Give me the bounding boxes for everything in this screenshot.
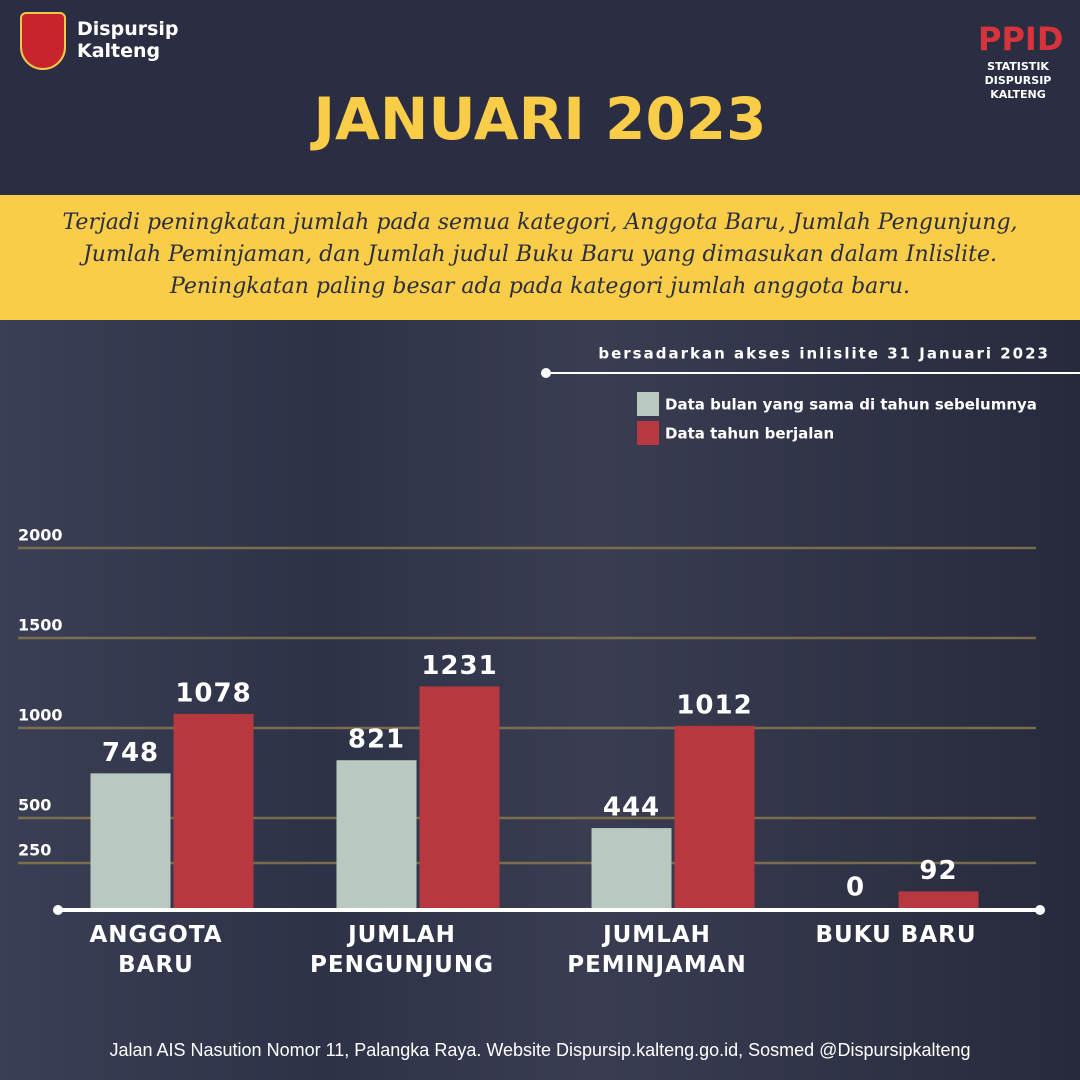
value-label: 1078 [175, 678, 251, 708]
bar [674, 725, 755, 908]
x-tick-label: JUMLAH PEMINJAMAN [567, 922, 747, 978]
bar [898, 891, 979, 908]
badge-subtitle: STATISTIK DISPURSIP KALTENG [984, 60, 1052, 101]
legend-label: Data bulan yang sama di tahun sebelumnya [665, 396, 1037, 414]
x-tick-label: ANGGOTA BARU [89, 922, 223, 978]
axis-dot [1035, 905, 1045, 915]
value-label: 1231 [421, 651, 497, 681]
header [0, 0, 1080, 195]
badge: PPID [978, 20, 1064, 58]
value-label: 748 [102, 738, 159, 768]
brand: Dispursip [77, 18, 179, 40]
y-tick-label: 250 [18, 841, 51, 860]
value-label: 92 [919, 856, 957, 886]
x-tick-label: BUKU BARU [815, 922, 977, 948]
value-label: 0 [846, 873, 865, 903]
note: bersadarkan akses inlislite 31 Januari 2… [598, 345, 1050, 363]
bar [591, 828, 672, 908]
legend-swatch [637, 392, 659, 416]
bar [419, 686, 500, 908]
legend-swatch [637, 421, 659, 445]
y-tick-label: 500 [18, 796, 51, 815]
value-label: 1012 [676, 690, 752, 720]
footer: Jalan AIS Nasution Nomor 11, Palangka Ra… [109, 1040, 971, 1060]
bar [336, 760, 417, 908]
summary: Terjadi peningkatan jumlah pada semua ka… [0, 195, 1080, 320]
bar [90, 773, 171, 908]
legend-label: Data tahun berjalan [665, 425, 834, 443]
y-tick-label: 1000 [18, 706, 63, 725]
y-tick-label: 1500 [18, 616, 63, 635]
bar [173, 713, 254, 908]
title: JANUARI 2023 [313, 85, 767, 153]
value-label: 444 [603, 793, 660, 823]
y-tick-label: 2000 [18, 526, 63, 545]
x-tick-label: JUMLAH PENGUNJUNG [310, 922, 494, 978]
brand: Kalteng [77, 40, 161, 62]
background-photo [0, 320, 1080, 1080]
note-dot [541, 368, 551, 378]
axis-dot [53, 905, 63, 915]
logo [20, 12, 66, 70]
value-label: 821 [348, 725, 405, 755]
